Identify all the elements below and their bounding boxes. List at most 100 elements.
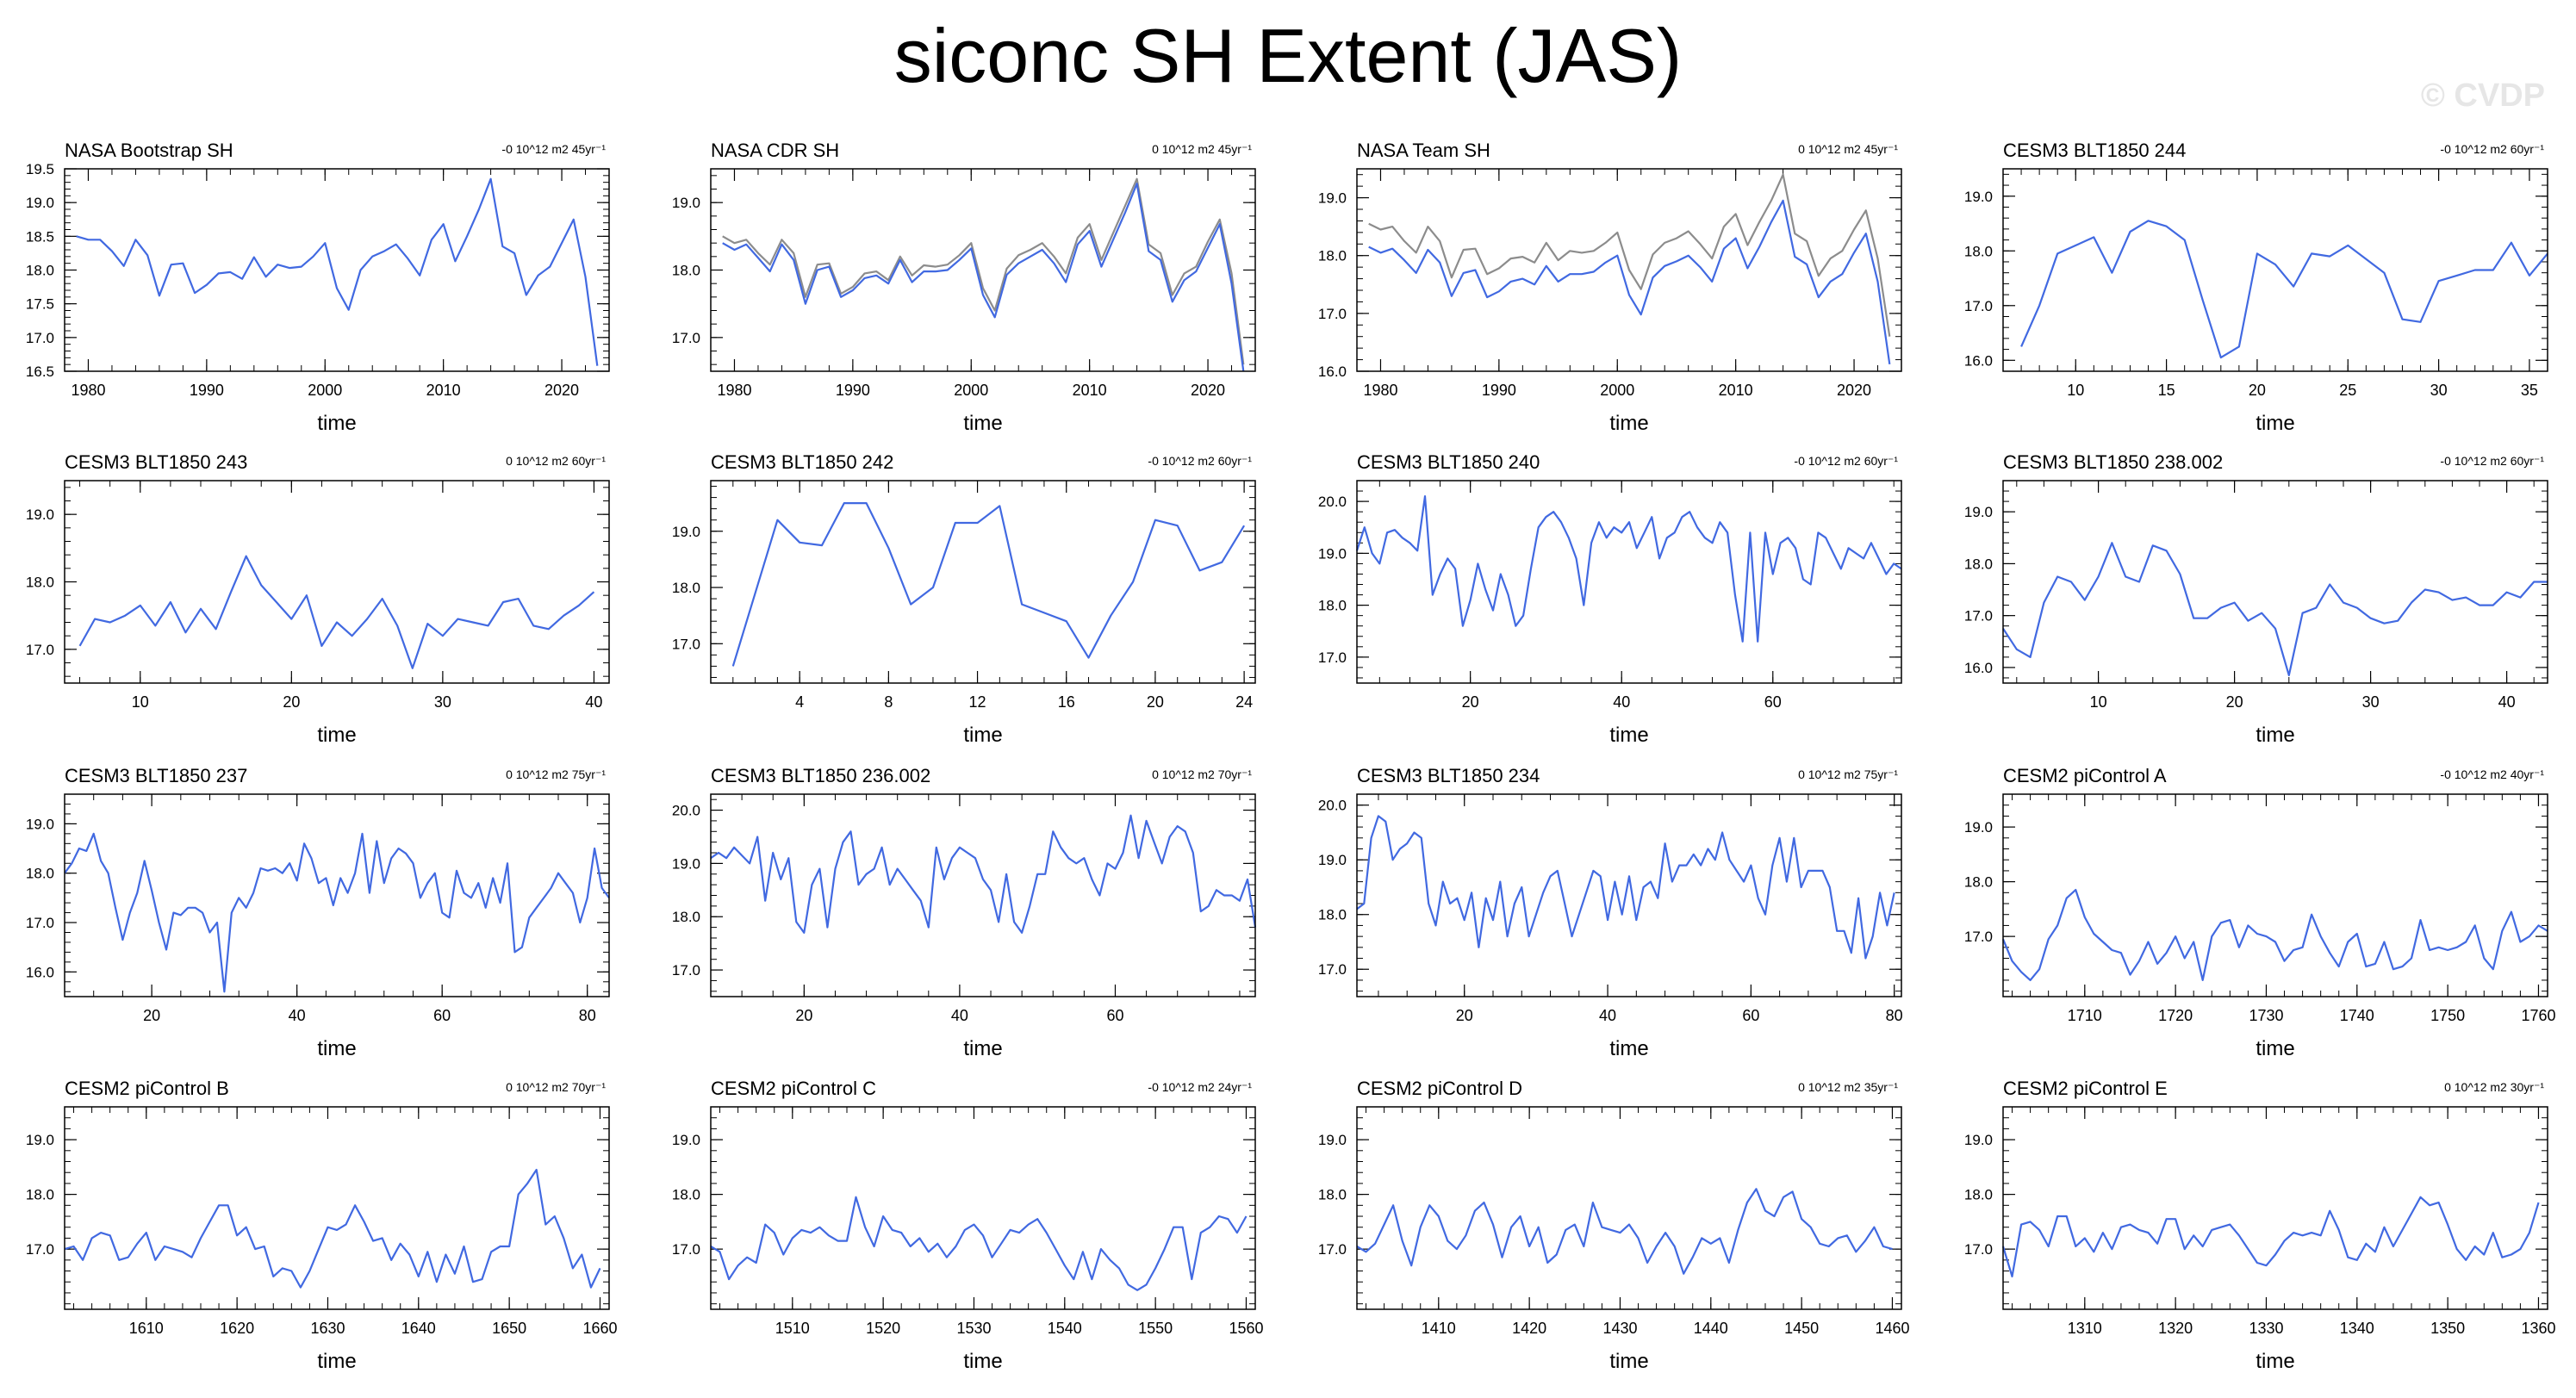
x-tick-label: 2000 (954, 382, 988, 399)
trend-annotation: -0 10^12 m2 45yr⁻¹ (501, 142, 606, 156)
y-tick-label: 18.5 (26, 228, 54, 245)
panel-title: CESM3 BLT1850 244 (2003, 140, 2186, 161)
series-line-1 (710, 814, 1257, 934)
x-tick-label: 40 (1599, 1007, 1616, 1024)
x-tick-label: 80 (579, 1007, 596, 1024)
panel-7: CESM3 BLT1850 240 -0 10^12 m2 60yr⁻¹ 17.0 1… (1318, 451, 1902, 747)
y-tick-label: 19.0 (672, 195, 700, 211)
x-tick-label: 20 (1462, 693, 1479, 711)
x-tick-label: 1320 (2158, 1320, 2193, 1337)
x-tick-label: 40 (951, 1007, 968, 1024)
x-tick-label: 20 (143, 1007, 160, 1024)
x-tick-label: 1310 (2068, 1320, 2102, 1337)
panel-9: CESM3 BLT1850 237 0 10^12 m2 75yr⁻¹ 16.0 17… (26, 765, 610, 1060)
x-tick-label: 1430 (1602, 1320, 1637, 1337)
x-tick-label: 1340 (2340, 1320, 2374, 1337)
panel-14: CESM2 piControl C -0 10^12 m2 24yr⁻¹ 17.0 1… (672, 1078, 1264, 1373)
trend-annotation: -0 10^12 m2 40yr⁻¹ (2440, 767, 2544, 781)
trend-annotation: 0 10^12 m2 75yr⁻¹ (506, 767, 606, 781)
figure-title: siconc SH Extent (JAS) (893, 13, 1683, 98)
x-tick-label: 1990 (190, 382, 224, 399)
x-tick-label: 1760 (2521, 1007, 2555, 1024)
trend-annotation: 0 10^12 m2 60yr⁻¹ (506, 454, 606, 468)
x-axis-label: time (963, 1037, 1002, 1060)
y-tick-label: 16.0 (1964, 660, 1993, 676)
plot-frame (710, 1106, 1256, 1310)
y-tick-label: 19.5 (26, 161, 54, 177)
y-tick-label: 18.0 (26, 575, 54, 591)
x-tick-label: 40 (289, 1007, 306, 1024)
plot-frame (2002, 480, 2548, 684)
y-tick-label: 18.0 (1318, 1187, 1347, 1203)
y-tick-label: 20.0 (1318, 494, 1347, 510)
y-tick-label: 18.0 (672, 263, 700, 279)
panel-10: CESM3 BLT1850 236.002 0 10^12 m2 70yr⁻¹ 17… (672, 765, 1257, 1060)
x-tick-label: 1660 (582, 1320, 617, 1337)
trend-annotation: -0 10^12 m2 24yr⁻¹ (1148, 1080, 1252, 1094)
x-tick-label: 1630 (310, 1320, 345, 1337)
x-axis-label: time (317, 412, 356, 435)
series-line-1 (731, 501, 1246, 667)
x-tick-label: 1460 (1875, 1320, 1909, 1337)
y-tick-label: 17.0 (1964, 1241, 1993, 1258)
y-tick-label: 19.0 (1318, 545, 1347, 562)
x-axis-label: time (1609, 724, 1648, 747)
y-tick-label: 17.0 (1964, 298, 1993, 314)
panel-title: CESM3 BLT1850 243 (65, 451, 247, 473)
x-tick-label: 1360 (2521, 1320, 2555, 1337)
trend-annotation: 0 10^12 m2 45yr⁻¹ (1798, 142, 1898, 156)
x-axis-label: time (2256, 724, 2294, 747)
y-tick-label: 19.0 (1964, 189, 1993, 205)
x-tick-label: 1550 (1138, 1320, 1173, 1337)
x-tick-label: 1620 (220, 1320, 254, 1337)
series-line-1 (2001, 888, 2548, 982)
x-tick-label: 1640 (401, 1320, 436, 1337)
y-tick-label: 17.0 (1318, 961, 1347, 978)
series-line-1 (1356, 815, 1895, 960)
x-tick-label: 20 (2249, 382, 2266, 399)
x-tick-label: 24 (1235, 693, 1253, 711)
y-tick-label: 18.0 (1964, 556, 1993, 572)
x-tick-label: 1750 (2430, 1007, 2465, 1024)
panel-title: CESM3 BLT1850 242 (711, 451, 893, 473)
y-tick-label: 18.0 (672, 909, 700, 925)
x-tick-label: 20 (283, 693, 300, 711)
x-tick-label: 2000 (1600, 382, 1634, 399)
plot-frame (1356, 480, 1902, 684)
x-tick-label: 80 (1886, 1007, 1903, 1024)
x-tick-label: 1980 (71, 382, 105, 399)
x-axis-label: time (2256, 412, 2294, 435)
panel-title: CESM3 BLT1850 238.002 (2003, 451, 2223, 473)
y-tick-label: 16.0 (1318, 363, 1347, 380)
series-line-1 (78, 555, 595, 669)
y-tick-label: 16.0 (26, 964, 54, 980)
series-line-1 (710, 1196, 1248, 1291)
y-tick-label: 19.0 (26, 1132, 54, 1148)
series-line-1 (1368, 173, 1891, 337)
y-tick-label: 19.0 (1964, 504, 1993, 520)
trend-annotation: -0 10^12 m2 60yr⁻¹ (1794, 454, 1898, 468)
x-tick-label: 4 (795, 693, 804, 711)
x-tick-label: 15 (2158, 382, 2175, 399)
y-tick-label: 20.0 (1318, 798, 1347, 814)
y-tick-label: 19.0 (672, 855, 700, 872)
trend-annotation: 0 10^12 m2 75yr⁻¹ (1798, 767, 1898, 781)
x-tick-label: 1330 (2249, 1320, 2283, 1337)
series-line-1 (64, 1168, 601, 1289)
x-tick-label: 60 (433, 1007, 451, 1024)
x-tick-label: 1560 (1229, 1320, 1263, 1337)
x-tick-label: 1730 (2249, 1007, 2283, 1024)
y-tick-label: 18.0 (26, 866, 54, 882)
panel-title: CESM2 piControl A (2003, 765, 2167, 786)
y-tick-label: 17.0 (1318, 306, 1347, 322)
panel-16: CESM2 piControl E 0 10^12 m2 30yr⁻¹ 17.0 18… (1964, 1078, 2556, 1373)
y-tick-label: 17.0 (1964, 929, 1993, 945)
x-axis-label: time (1609, 412, 1648, 435)
x-tick-label: 1980 (717, 382, 751, 399)
x-tick-label: 10 (2067, 382, 2084, 399)
series-line-2 (722, 183, 1245, 372)
y-tick-label: 19.0 (672, 524, 700, 540)
y-tick-label: 18.0 (1318, 598, 1347, 614)
y-tick-label: 18.0 (672, 580, 700, 596)
